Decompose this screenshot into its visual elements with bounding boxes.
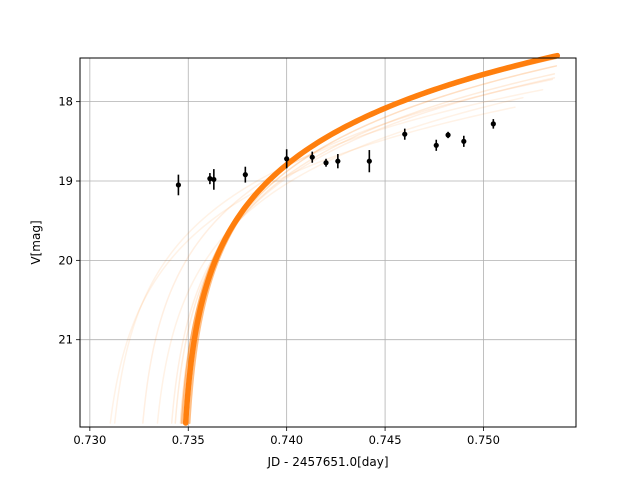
model-curve	[156, 96, 524, 424]
data-point	[309, 154, 315, 160]
data-point	[335, 158, 341, 164]
data-point	[323, 160, 329, 166]
x-tick-label: 0.740	[270, 433, 303, 447]
data-point	[366, 158, 372, 164]
model-curve	[142, 78, 554, 424]
data-point	[433, 142, 439, 148]
plot-frame	[79, 57, 577, 428]
model-curve	[179, 65, 558, 424]
grid-lines	[80, 58, 576, 427]
y-tick-label: 18	[58, 95, 73, 109]
x-axis-label: JD - 2457651.0[day]	[266, 455, 388, 469]
data-point	[490, 121, 496, 127]
model-curves	[109, 52, 561, 426]
x-tick-label: 0.745	[369, 433, 402, 447]
observation-points	[175, 119, 496, 196]
y-axis-label: V[mag]	[29, 220, 43, 264]
y-tick-label: 21	[58, 333, 73, 347]
model-curve	[170, 77, 556, 424]
data-point	[207, 176, 213, 182]
model-curve	[174, 73, 556, 424]
x-tick-label: 0.735	[172, 433, 205, 447]
data-point	[284, 156, 290, 162]
model-curve	[109, 106, 516, 424]
y-tick-label: 19	[58, 174, 73, 188]
data-point	[175, 182, 182, 188]
data-point	[402, 131, 408, 137]
model-curve	[113, 88, 544, 424]
x-tick-label: 0.730	[73, 433, 106, 447]
axis-ticks: 0.730 0.735 0.740 0.745 0.750 18 19 20 21	[58, 95, 500, 447]
data-point	[242, 172, 248, 178]
model-curve	[188, 53, 560, 425]
data-point	[445, 132, 451, 138]
y-tick-label: 20	[58, 253, 73, 267]
data-point	[211, 176, 217, 183]
data-point	[461, 138, 467, 144]
x-tick-label: 0.750	[467, 433, 500, 447]
